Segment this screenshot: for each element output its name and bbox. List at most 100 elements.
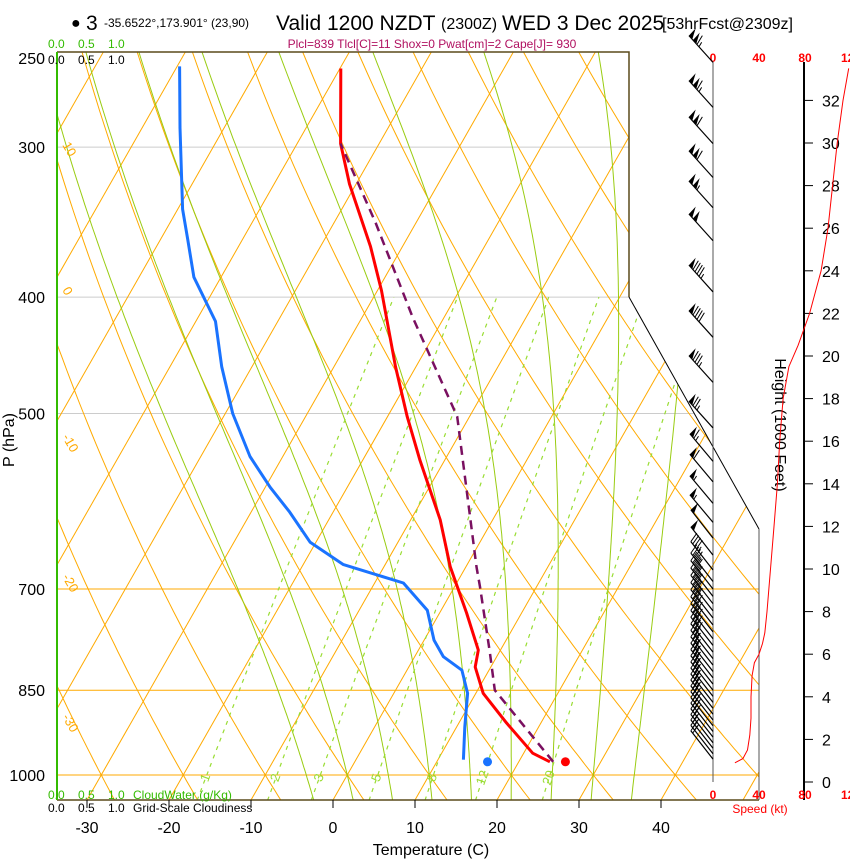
barb-half-line [695, 639, 700, 645]
utc-time: (2300Z) [441, 16, 497, 33]
barb-flag [688, 348, 696, 360]
isotherm-label: 20 [689, 379, 719, 409]
barb-flag [688, 73, 696, 85]
barb-line [695, 566, 703, 576]
height-tick-label: 4 [822, 690, 831, 707]
speed-tick-label: 80 [798, 788, 812, 802]
speed-tick-label: 120 [841, 51, 850, 65]
moist-adiabat [85, 52, 354, 800]
theta-label: -20 [59, 571, 81, 595]
barb-flag [688, 393, 696, 405]
theta-label: 0 [59, 284, 76, 298]
barb-line [692, 554, 700, 564]
x-tick-label: 40 [652, 820, 670, 837]
isotherm [86, 52, 514, 800]
wind-barb [690, 587, 714, 626]
barb-line [694, 632, 701, 642]
barb-line [692, 636, 700, 646]
barb-half-line [693, 494, 698, 500]
surface-dewpoint-point [483, 757, 493, 767]
wind-barb [688, 257, 714, 293]
barb-half-line [697, 558, 702, 563]
frame-top-right [57, 51, 630, 297]
height-tick-label: 26 [822, 221, 840, 238]
barb-staff [690, 724, 714, 755]
barb-line [694, 619, 701, 629]
isotherm [57, 52, 432, 800]
barb-half-line [695, 652, 700, 657]
theta-label: -10 [59, 431, 81, 455]
barb-flag [688, 109, 696, 121]
barb-line [690, 544, 698, 554]
x-tick-label: 30 [570, 820, 588, 837]
barb-flag [688, 143, 696, 155]
barb-line [690, 711, 698, 721]
barb-line [695, 601, 703, 611]
barb-flag [689, 487, 697, 499]
speed-axis-title: Speed (kt) [732, 802, 787, 816]
wind-barb [688, 206, 714, 242]
speed-tick-label: 120 [841, 788, 850, 802]
height-tick-label: 24 [822, 264, 840, 281]
wind-barb [690, 614, 714, 653]
dry-adiabat [57, 52, 116, 800]
mixing-ratio-line [196, 296, 395, 800]
barb-line [690, 688, 698, 698]
barb-flag [688, 206, 696, 218]
speed-profile-group [734, 68, 850, 764]
wind-barb [688, 143, 714, 178]
barb-line [694, 606, 701, 616]
barb-staff [690, 616, 714, 646]
barb-line [696, 150, 703, 160]
barb-half-line [696, 405, 701, 411]
barb-staff [690, 509, 714, 539]
y-tick-label: 250 [18, 51, 45, 68]
valid-date: WED 3 Dec 2025 [502, 12, 664, 35]
y-tick-label: 500 [18, 407, 45, 424]
height-tick-label: 22 [822, 306, 840, 323]
barb-flag [688, 303, 696, 315]
barb-line [698, 267, 705, 277]
x-axis-title: Temperature (C) [373, 842, 489, 859]
barb-line [690, 716, 698, 726]
wind-barb [688, 73, 714, 108]
barb-line [692, 655, 700, 665]
barb-half-line [695, 670, 700, 676]
dry-adiabat [75, 52, 448, 800]
barb-line [696, 35, 703, 45]
barb-line [695, 558, 703, 569]
wind-barb [690, 594, 714, 633]
barb-line [692, 260, 699, 270]
wind-barb [688, 393, 714, 429]
barb-line [690, 614, 698, 624]
height-tick-label: 8 [822, 605, 831, 622]
stability-indices: Plcl=839 Tlcl[C]=11 Shox=0 Pwat[cm]=2 Ca… [288, 37, 577, 51]
y-tick-label: 1000 [9, 768, 45, 785]
station-coords: -35.6522°,173.901° (23,90) [104, 16, 249, 30]
barb-line [694, 308, 701, 318]
isotherm [578, 52, 759, 800]
dry-adiabat [130, 52, 531, 800]
barb-staff [688, 80, 714, 108]
mixing-ratio-line [310, 296, 498, 800]
wind-barb [690, 665, 714, 703]
barb-line [694, 578, 701, 588]
dry-adiabat [184, 52, 614, 800]
barb-line [694, 585, 701, 595]
barb-line [692, 546, 700, 556]
y-tick-label: 300 [18, 140, 45, 157]
height-axis-title: Height (1000 Feet) [771, 358, 788, 491]
y-tick-label: 400 [18, 290, 45, 307]
valid-time: Valid 1200 NZDT [276, 12, 436, 35]
barb-line [694, 663, 701, 673]
barb-line [690, 634, 698, 644]
dry-adiabat [293, 52, 759, 800]
plot-frame [56, 51, 805, 801]
barb-flag [688, 257, 696, 269]
barb-staff [688, 180, 714, 209]
wind-barb [690, 721, 714, 760]
dry-adiabat [57, 52, 365, 800]
mixing-ratio-label: 5 [368, 772, 385, 784]
wind-speed-line [734, 68, 850, 764]
barb-line [695, 615, 703, 625]
